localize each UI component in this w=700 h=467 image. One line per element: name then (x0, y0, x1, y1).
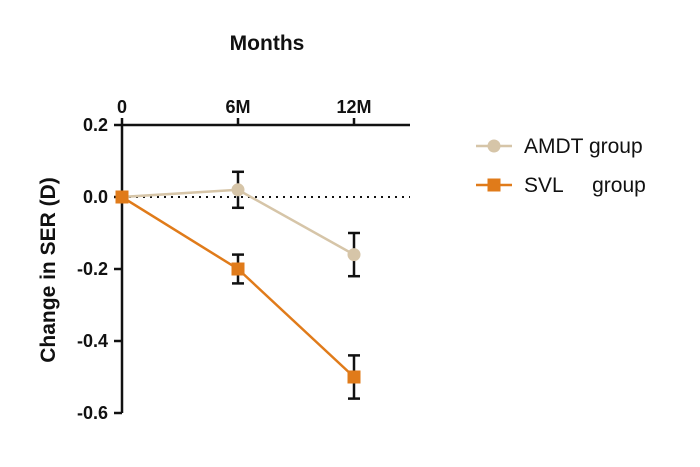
y-tick-label: -0.2 (77, 259, 108, 279)
y-tick-label: -0.6 (77, 403, 108, 423)
legend-item: AMDT group (476, 135, 643, 158)
x-tick-label: 0 (117, 97, 127, 117)
legend: AMDT group SVL group (476, 135, 646, 197)
y-tick-label: 0.0 (83, 187, 108, 207)
data-point (231, 183, 245, 197)
legend-label: SVL group (524, 174, 646, 197)
y-axis-label: Change in SER (D) (37, 177, 60, 363)
legend-item: SVL group (476, 174, 646, 197)
x-tick-label: 6M (225, 97, 250, 117)
data-point (347, 248, 361, 262)
legend-marker (487, 139, 501, 153)
series-line (121, 195, 355, 378)
legend-label: AMDT group (524, 135, 643, 158)
series-svl (115, 190, 361, 400)
data-point (347, 370, 361, 384)
data-point (231, 262, 245, 276)
legend-marker (487, 178, 501, 192)
x-tick-label: 12M (336, 97, 371, 117)
series-layer (115, 170, 361, 400)
chart-title: Months (230, 32, 305, 55)
y-tick-label: -0.4 (77, 331, 108, 351)
axes: 0.2 0.0 -0.2 -0.4 -0.6 0 6M 12M (77, 97, 410, 423)
y-tick-label: 0.2 (83, 115, 108, 135)
data-point (115, 190, 129, 204)
